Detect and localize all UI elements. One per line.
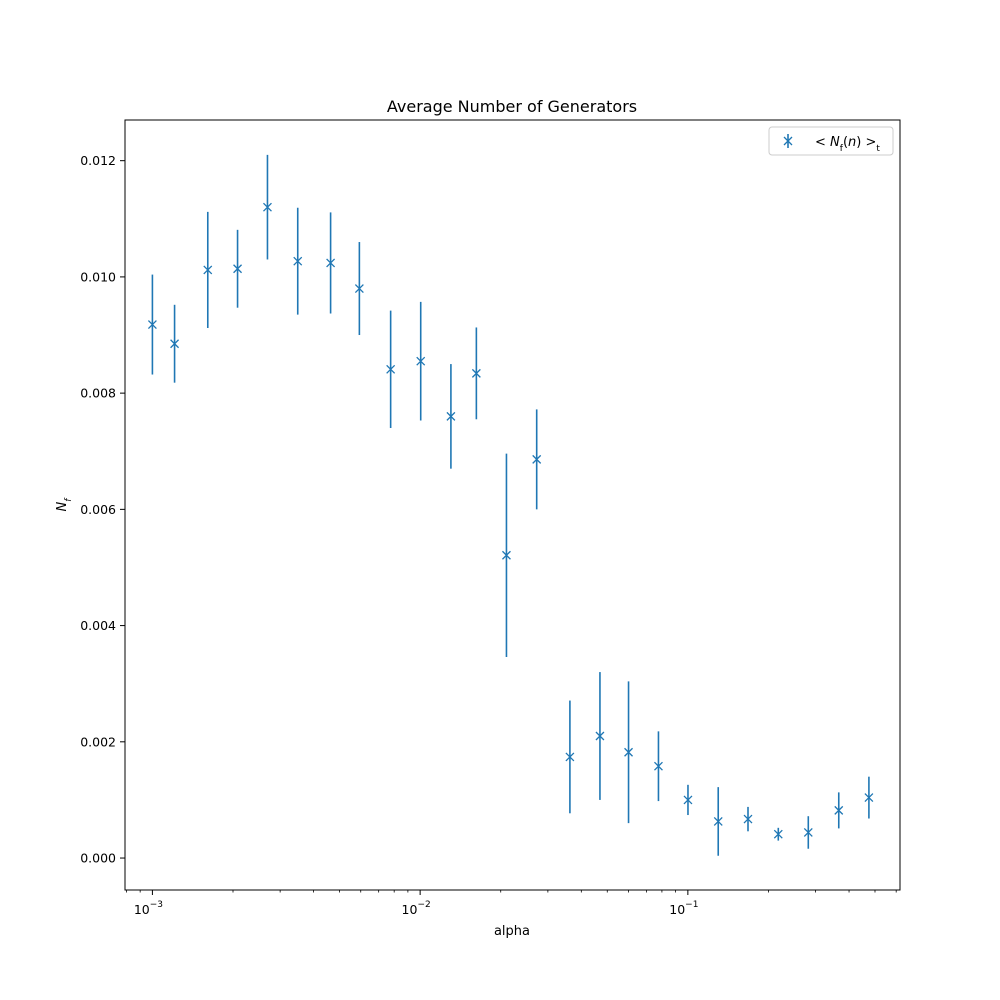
x-tick-label: 10−3 [134, 900, 163, 917]
x-tick-label: 10−1 [669, 900, 698, 917]
data-point [565, 752, 575, 762]
y-tick-label: 0.008 [80, 386, 116, 401]
chart-title: Average Number of Generators [387, 97, 637, 116]
data-point [501, 550, 511, 560]
data-point [203, 265, 213, 275]
data-point [386, 364, 396, 374]
data-point [147, 320, 157, 330]
data-point [263, 202, 272, 212]
data-point [624, 747, 633, 757]
x-axis: 10−3 10−2 10−1 [126, 890, 897, 917]
x-axis-label: alpha [494, 924, 530, 939]
legend-marker [783, 134, 793, 148]
y-tick-label: 0.002 [80, 734, 116, 749]
legend-box [768, 126, 894, 156]
data-point [773, 829, 783, 839]
legend: < Nf(n) >t [768, 126, 894, 156]
y-tick-label: 0.004 [80, 618, 116, 633]
plot-area [147, 154, 874, 856]
y-tick-label: 0.010 [80, 269, 116, 284]
y-tick-label: 0.000 [80, 851, 116, 866]
y-tick-label: 0.006 [80, 502, 116, 517]
data-point [471, 368, 481, 378]
y-tick-label: 0.012 [80, 153, 116, 168]
data-point [293, 256, 303, 266]
data-point [595, 731, 605, 741]
data-point [864, 793, 874, 803]
plot-frame [124, 119, 901, 891]
x-tick-label: 10−2 [402, 900, 431, 917]
data-point [446, 411, 456, 421]
data-point [834, 805, 844, 815]
data-point [683, 795, 693, 805]
data-point [713, 816, 723, 826]
data-point [803, 828, 813, 837]
legend-label: < Nf(n) >t [815, 135, 880, 154]
data-point [170, 339, 180, 349]
data-point [532, 454, 542, 464]
data-point [743, 814, 753, 824]
data-point [354, 284, 364, 293]
legend-x-marker [783, 136, 793, 146]
y-axis-label: Nf [55, 497, 74, 512]
data-point [326, 258, 336, 268]
data-point [654, 761, 663, 771]
data-point [233, 264, 243, 274]
y-axis: 0.000 0.002 0.004 0.006 0.008 0.010 0.012 [80, 153, 125, 866]
data-point [416, 356, 426, 366]
